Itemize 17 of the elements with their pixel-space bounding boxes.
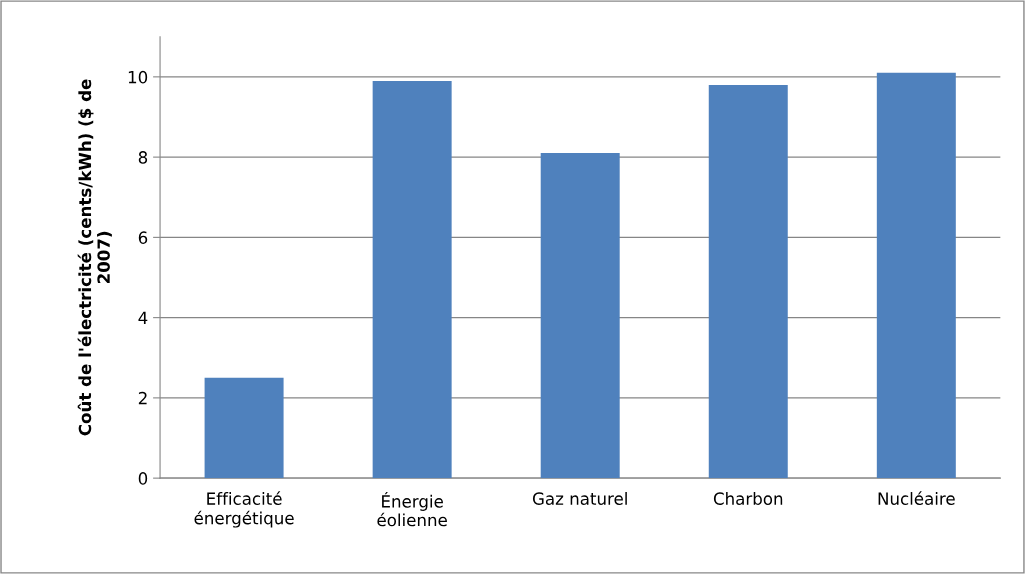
bar [540, 153, 620, 479]
x-tick-label: Énergie éolienne [377, 492, 447, 527]
x-tick-label: Nucléaire [878, 491, 955, 505]
y-tick-label: 4 [138, 311, 148, 324]
x-tick-label: Gaz naturel [532, 492, 627, 505]
y-tick-label: 10 [128, 70, 148, 84]
x-tick-label: Charbon [713, 492, 783, 505]
y-tick-label: 8 [138, 151, 148, 164]
y-tick-label: 2 [138, 391, 147, 405]
bar [876, 72, 956, 479]
bar [372, 80, 452, 479]
y-tick-label: 6 [138, 231, 148, 244]
bar [708, 84, 788, 479]
x-tick-label: Efficacité énergétique [194, 491, 294, 528]
y-tick-label: 0 [138, 472, 148, 485]
y-axis-title: Coût de l'électricité (cents/kWh) ($ de 2007) [77, 79, 112, 436]
bar [204, 377, 284, 479]
